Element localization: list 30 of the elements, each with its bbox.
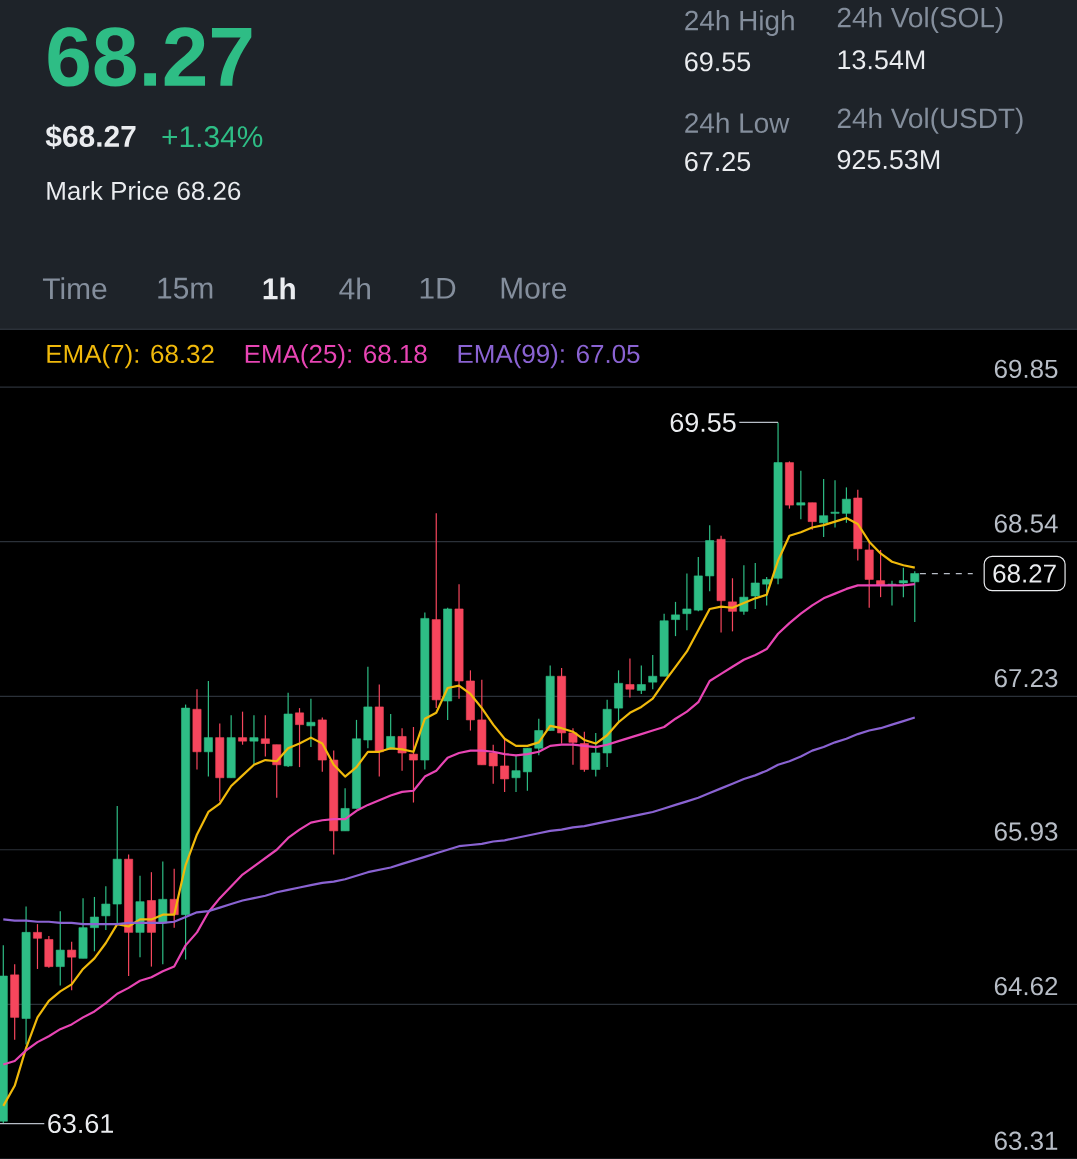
- ref-line-label: 68.27: [993, 564, 1056, 583]
- text: Time: [42, 277, 107, 300]
- text: 925.53M: [837, 150, 939, 170]
- text: 1h: [263, 277, 295, 300]
- text: 1D: [420, 278, 456, 299]
- text: 24h Vol(USDT): [837, 107, 1023, 134]
- text: +1.34%: [162, 126, 263, 148]
- text: 69.55: [684, 52, 750, 72]
- text: 24h High: [684, 9, 794, 36]
- annotation: 63.61: [48, 1114, 113, 1134]
- annotation: 69.55: [670, 412, 736, 432]
- text: Mark Price 68.26: [47, 181, 240, 201]
- text: 4h: [339, 277, 370, 300]
- text: 24h Low: [684, 112, 790, 133]
- y-tick-label: 63.31: [994, 1131, 1057, 1150]
- y-tick-label: 68.54: [994, 514, 1058, 533]
- y-tick-label: 64.62: [994, 976, 1057, 996]
- text: 68.27: [48, 27, 252, 87]
- text: 15m: [158, 277, 213, 299]
- text: 67.25: [684, 152, 750, 172]
- text: EMA(25): 68.18: [245, 344, 427, 369]
- text: 13.54M: [838, 50, 924, 70]
- y-tick-label: 67.23: [994, 668, 1058, 688]
- text: 24h Vol(SOL): [837, 6, 1003, 33]
- text: EMA(99): 67.05: [458, 344, 640, 369]
- text: More: [501, 277, 566, 299]
- y-tick-label: 65.93: [994, 822, 1058, 841]
- text: EMA(7): 68.32: [47, 344, 214, 369]
- text: $68.27: [45, 124, 136, 149]
- y-tick-label: 69.85: [994, 359, 1058, 379]
